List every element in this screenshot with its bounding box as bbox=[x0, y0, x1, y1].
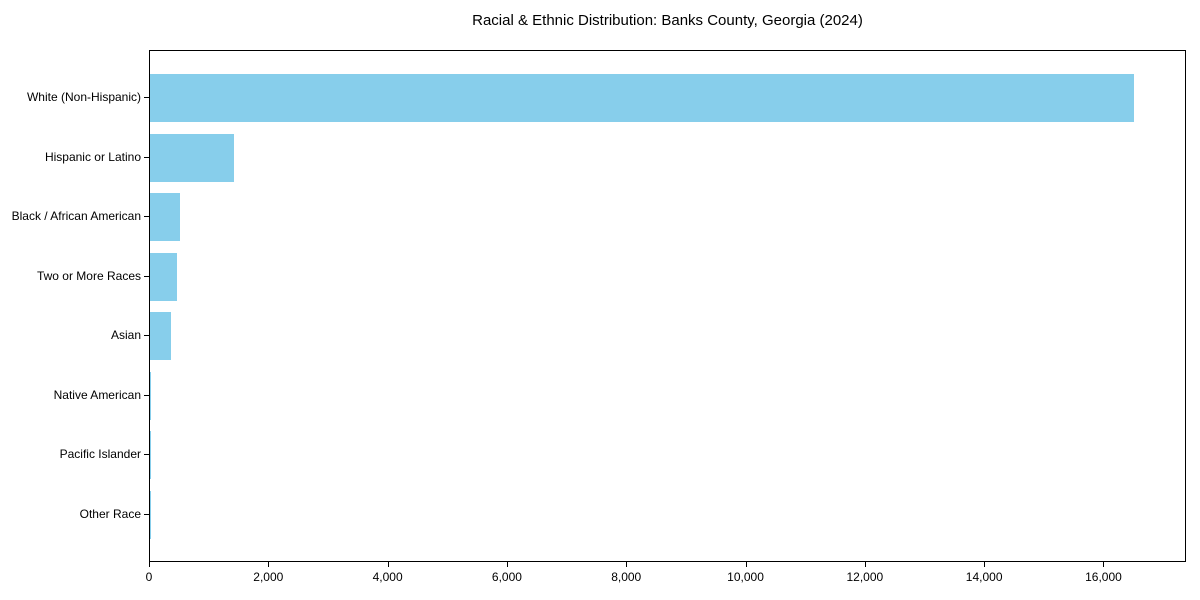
y-axis-label: Black / African American bbox=[11, 209, 141, 223]
bar bbox=[150, 193, 181, 241]
x-axis-tick-label: 2,000 bbox=[253, 570, 284, 584]
bar bbox=[150, 312, 171, 360]
plot-area bbox=[149, 50, 1186, 562]
x-axis-tick bbox=[984, 562, 986, 567]
y-axis-tick bbox=[144, 513, 149, 515]
y-axis-label: Asian bbox=[110, 328, 141, 342]
x-axis-tick-label: 16,000 bbox=[1085, 570, 1122, 584]
y-axis-tick bbox=[144, 394, 149, 396]
x-axis-tick bbox=[864, 562, 866, 567]
x-axis-tick bbox=[506, 562, 508, 567]
x-axis-tick bbox=[1103, 562, 1105, 567]
x-axis-tick bbox=[626, 562, 628, 567]
x-axis-tick-label: 0 bbox=[145, 570, 153, 584]
bar bbox=[150, 252, 177, 301]
x-axis-tick-label: 12,000 bbox=[846, 570, 884, 584]
y-axis-tick bbox=[144, 216, 149, 217]
x-axis-tick-label: 6,000 bbox=[491, 570, 522, 584]
y-axis-label: Pacific Islander bbox=[59, 447, 141, 461]
x-axis-tick bbox=[268, 562, 270, 567]
y-axis-label: White (Non-Hispanic) bbox=[26, 90, 141, 104]
y-axis-tick bbox=[144, 97, 149, 98]
bar bbox=[150, 371, 152, 420]
x-axis-tick-label: 10,000 bbox=[727, 570, 764, 584]
y-axis-tick bbox=[144, 275, 149, 277]
x-axis-tick bbox=[149, 562, 150, 567]
y-axis-tick bbox=[144, 156, 149, 158]
x-axis-tick bbox=[745, 562, 747, 567]
y-axis-tick bbox=[144, 454, 149, 455]
x-axis-tick-label: 4,000 bbox=[372, 570, 403, 584]
bar bbox=[150, 133, 234, 182]
y-axis-label: Other Race bbox=[79, 506, 141, 521]
y-axis-label: Native American bbox=[53, 387, 141, 402]
x-axis-tick-label: 8,000 bbox=[611, 570, 642, 584]
x-axis-tick bbox=[387, 562, 389, 567]
x-axis-tick-label: 14,000 bbox=[965, 570, 1003, 584]
bar bbox=[150, 74, 1135, 122]
y-axis-label: Two or More Races bbox=[36, 268, 141, 283]
chart-title: Racial & Ethnic Distribution: Banks Coun… bbox=[472, 12, 863, 29]
y-axis-label: Hispanic or Latino bbox=[44, 149, 141, 164]
y-axis-tick bbox=[144, 335, 149, 336]
